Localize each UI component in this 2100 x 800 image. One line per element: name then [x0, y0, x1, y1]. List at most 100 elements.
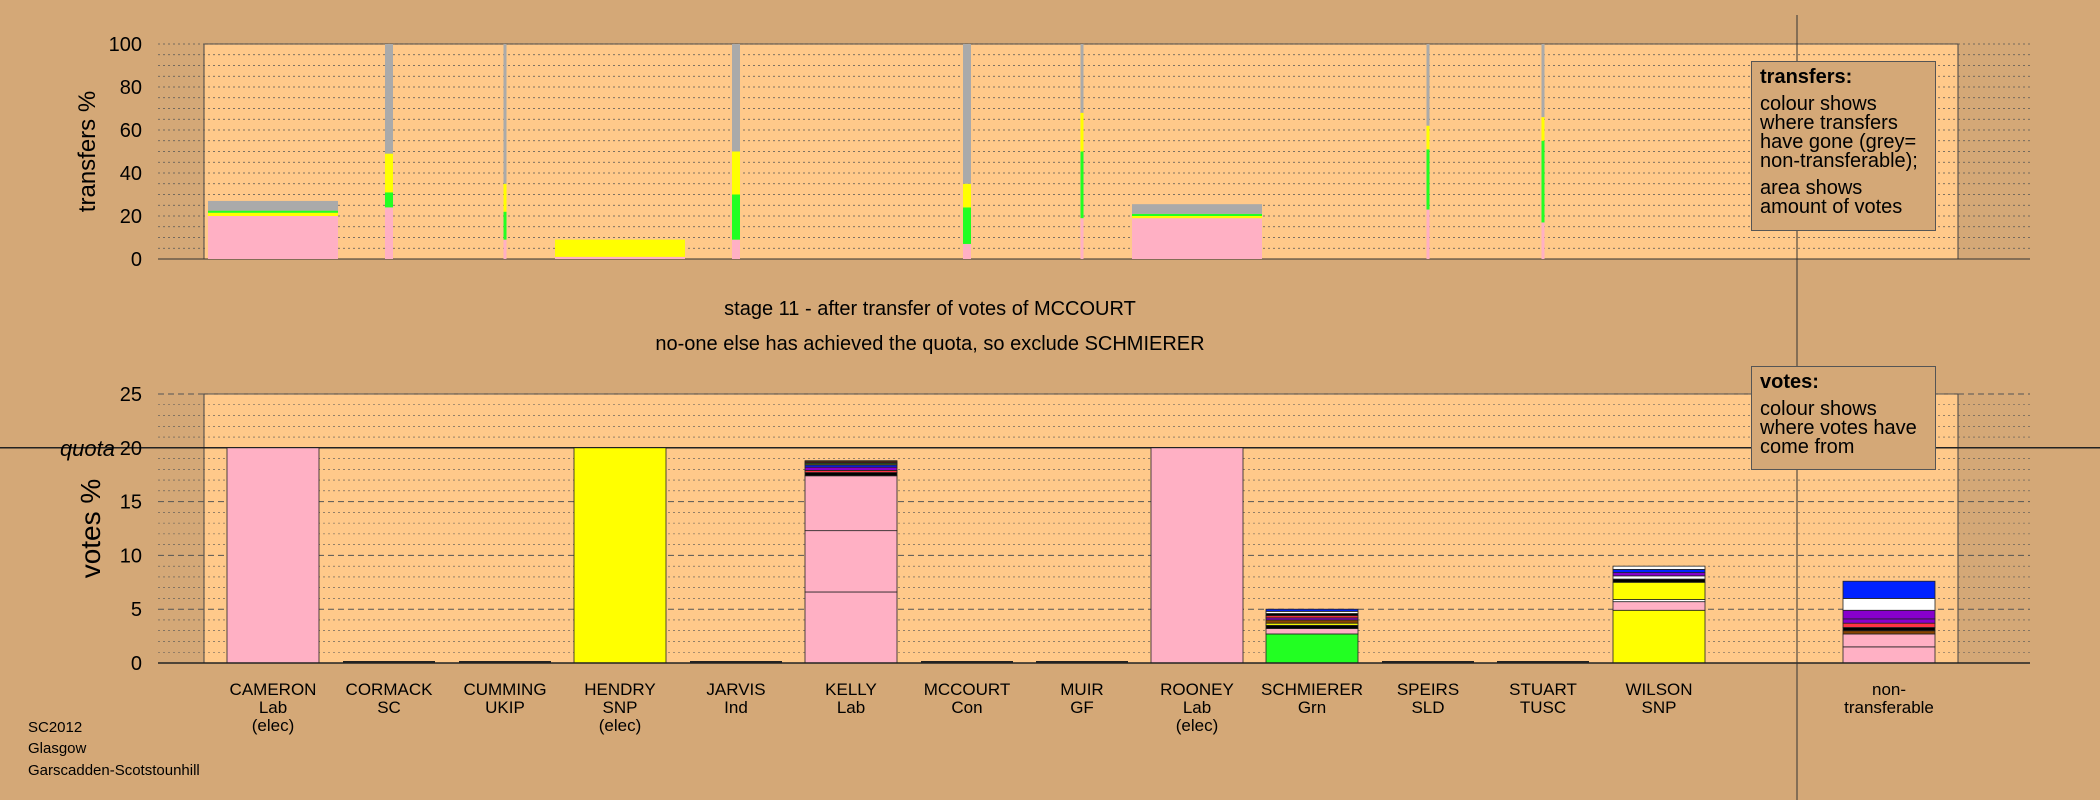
transfer-bar-segment — [555, 256, 685, 259]
transfer-bar-segment — [385, 207, 393, 259]
candidate-party: Grn — [1297, 698, 1327, 717]
vote-bar-segment — [1150, 447, 1244, 664]
votes-y-tick: 25 — [120, 384, 142, 406]
vote-bar-segment — [1842, 627, 1936, 632]
vote-bar-segment — [1842, 646, 1936, 664]
vote-bar-segment — [226, 447, 320, 664]
vote-bar-segment — [1842, 618, 1936, 624]
candidate-name: STUART — [1509, 680, 1577, 699]
footer-line-1: SC2012 — [28, 719, 83, 736]
candidate-name: SCHMIERER — [1260, 680, 1363, 699]
transfer-bar-segment — [1132, 216, 1262, 219]
transfer-bar-segment — [385, 192, 393, 208]
transfer-bar-segment — [385, 153, 393, 193]
vote-bar-segment — [1612, 568, 1706, 574]
vote-bar-segment — [1265, 633, 1359, 664]
vote-bar-segment — [1612, 581, 1706, 600]
candidate-name: CORMACK — [345, 680, 433, 699]
transfer-bar-segment — [732, 239, 740, 259]
candidate-name: KELLY — [825, 680, 877, 699]
transfer-bar-segment — [1426, 44, 1430, 126]
transfer-bar-segment — [503, 183, 507, 212]
candidate-party: Lab — [258, 698, 288, 717]
vote-bar-segment — [804, 460, 898, 463]
vote-bar-segment — [1265, 628, 1359, 635]
footer-line-2: Glasgow — [28, 740, 87, 757]
candidate-party: GF — [1070, 698, 1094, 717]
transfers-y-tick: 80 — [120, 77, 142, 99]
transfers-y-tick: 60 — [120, 120, 142, 142]
footer-line-3: Garscadden-Scotstounhill — [28, 762, 200, 779]
transfer-bar-segment — [963, 44, 971, 184]
candidate-party: SNP — [1641, 698, 1677, 717]
candidate-party: SNP — [602, 698, 638, 717]
candidate-party: Lab — [1182, 698, 1212, 717]
status-caption: no-one else has achieved the quota, so e… — [655, 333, 1205, 355]
votes-legend-text-1: colour shows where votes have come from — [1760, 398, 1917, 458]
transfers-legend-title: transfers: — [1760, 66, 1853, 88]
transfers-y-axis-label: transfers % — [74, 91, 101, 212]
candidate-label-cumming: CUMMING UKIP — [445, 681, 565, 717]
transfer-bar-segment — [385, 44, 393, 154]
transfers-y-tick: 20 — [120, 206, 142, 228]
vote-bar-segment — [1612, 572, 1706, 577]
transfer-bar-segment — [1080, 151, 1084, 219]
transfers-y-tick: 0 — [131, 249, 142, 271]
candidate-name: CAMERON — [229, 680, 317, 699]
candidate-party: TUSC — [1519, 698, 1567, 717]
stage-caption: stage 11 - after transfer of votes of MC… — [724, 298, 1136, 320]
vote-bar-segment — [573, 447, 667, 664]
vote-bar-segment — [1265, 619, 1359, 624]
candidate-status: (elec) — [598, 716, 642, 735]
candidate-party: Con — [951, 698, 983, 717]
vote-bar-segment — [1265, 624, 1359, 629]
transfers-legend: transfers: colour shows where transfers … — [1751, 61, 1936, 231]
transfer-bar-segment — [1426, 125, 1430, 150]
candidate-name: WILSON — [1625, 680, 1693, 699]
candidate-label-speirs: SPEIRS SLD — [1368, 681, 1488, 717]
votes-legend-title: votes: — [1760, 371, 1819, 393]
candidate-name: ROONEY — [1160, 680, 1234, 699]
transfer-bar-segment — [503, 44, 507, 184]
candidate-label-cormack: CORMACK SC — [329, 681, 449, 717]
transfer-bar-segment — [503, 211, 507, 240]
transfer-bar-segment — [1541, 222, 1545, 259]
votes-y-tick: 15 — [120, 492, 142, 514]
vote-bar-segment — [1265, 608, 1359, 612]
transfer-bar-segment — [208, 212, 338, 216]
candidate-name: HENDRY — [584, 680, 656, 699]
transfer-bar-segment — [503, 239, 507, 259]
vote-bar-segment — [1612, 609, 1706, 664]
transfer-bar-segment — [1080, 218, 1084, 259]
transfers-legend-text-1: colour shows where transfers have gone (… — [1760, 93, 1918, 172]
candidate-label-kelly: KELLY Lab — [791, 681, 911, 717]
transfer-bar-segment — [963, 207, 971, 244]
vote-bar-segment — [1842, 580, 1936, 599]
nontransferable-label-line1: non- — [1871, 680, 1907, 699]
candidate-name: CUMMING — [463, 680, 547, 699]
vote-bar-segment — [1612, 601, 1706, 611]
vote-bar-segment — [804, 530, 898, 593]
vote-bar-segment — [1612, 565, 1706, 570]
candidate-label-muir: MUIR GF — [1022, 681, 1142, 717]
vote-bar-segment — [804, 591, 898, 664]
vote-bar-segment — [1842, 598, 1936, 611]
votes-y-tick: 5 — [131, 599, 142, 621]
candidate-label-wilson: WILSON SNP — [1599, 681, 1719, 717]
transfer-bar-segment — [1080, 44, 1084, 113]
vote-bar-segment — [1842, 633, 1936, 648]
candidate-party: Ind — [724, 698, 748, 717]
vote-bar-segment — [804, 472, 898, 477]
vote-bar-segment — [804, 466, 898, 471]
candidate-label-rooney: ROONEY Lab (elec) — [1137, 681, 1257, 735]
votes-y-axis-label: votes % — [75, 479, 106, 579]
transfer-bar-segment — [208, 200, 338, 211]
candidate-label-schmierer: SCHMIERER Grn — [1252, 681, 1372, 717]
transfer-bar-segment — [732, 151, 740, 195]
votes-legend: votes: colour shows where votes have com… — [1751, 366, 1936, 470]
candidate-party: SLD — [1411, 698, 1445, 717]
vote-bar-segment — [1842, 609, 1936, 620]
candidate-status: (elec) — [1175, 716, 1219, 735]
votes-y-tick: 10 — [120, 545, 142, 567]
